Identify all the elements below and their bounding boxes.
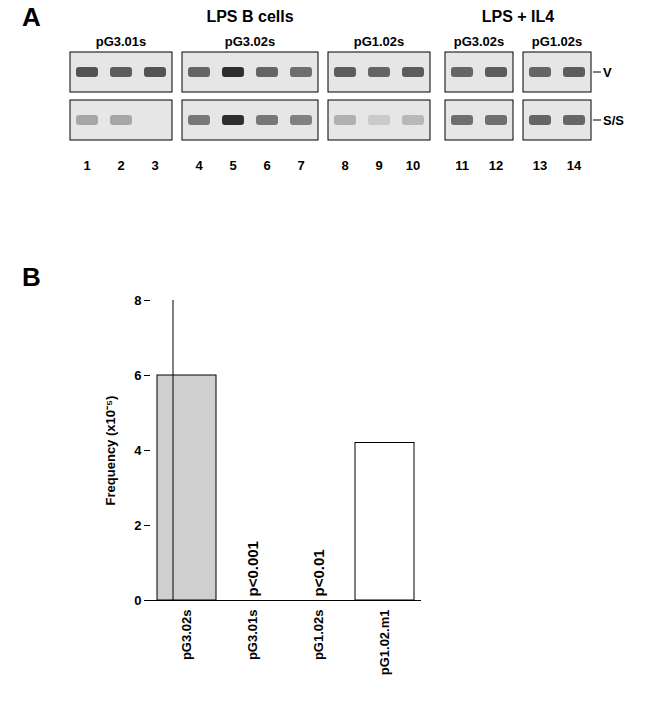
svg-text:3: 3 [151, 158, 158, 173]
svg-text:4: 4 [134, 443, 142, 458]
html-text:A: A [22, 2, 41, 32]
svg-text:pG3.01s: pG3.01s [245, 610, 260, 661]
svg-text:pG1.02.m1: pG1.02.m1 [377, 610, 392, 676]
svg-text:2: 2 [117, 158, 124, 173]
svg-text:11: 11 [455, 158, 469, 173]
svg-text:V: V [603, 65, 612, 80]
svg-text:8: 8 [341, 158, 348, 173]
svg-text:12: 12 [489, 158, 503, 173]
svg-text:1: 1 [83, 158, 90, 173]
svg-text:13: 13 [533, 158, 547, 173]
svg-text:p<0.001: p<0.001 [244, 541, 261, 596]
svg-text:4: 4 [195, 158, 203, 173]
svg-text:pG3.01s: pG3.01s [96, 34, 147, 49]
svg-text:8: 8 [134, 293, 141, 308]
svg-text:LPS B cells: LPS B cells [206, 8, 293, 25]
svg-text:6: 6 [263, 158, 270, 173]
svg-text:LPS + IL4: LPS + IL4 [482, 8, 555, 25]
svg-text:7: 7 [297, 158, 304, 173]
svg-text:pG1.02s: pG1.02s [311, 610, 326, 661]
svg-text:pG1.02s: pG1.02s [532, 34, 583, 49]
svg-text:0: 0 [134, 593, 141, 608]
svg-text:9: 9 [375, 158, 382, 173]
svg-text:6: 6 [134, 368, 141, 383]
svg-text:5: 5 [229, 158, 236, 173]
svg-text:pG3.02s: pG3.02s [454, 34, 505, 49]
svg-text:Frequency (x10⁻⁵): Frequency (x10⁻⁵) [103, 396, 118, 506]
svg-text:2: 2 [134, 518, 141, 533]
svg-text:S/S: S/S [603, 113, 624, 128]
svg-text:pG3.02s: pG3.02s [225, 34, 276, 49]
svg-text:p<0.01: p<0.01 [310, 549, 327, 596]
svg-text:14: 14 [567, 158, 582, 173]
svg-text:pG3.02s: pG3.02s [179, 610, 194, 661]
svg-text:pG1.02s: pG1.02s [354, 34, 405, 49]
svg-text:10: 10 [406, 158, 420, 173]
html-text:B: B [22, 262, 41, 292]
